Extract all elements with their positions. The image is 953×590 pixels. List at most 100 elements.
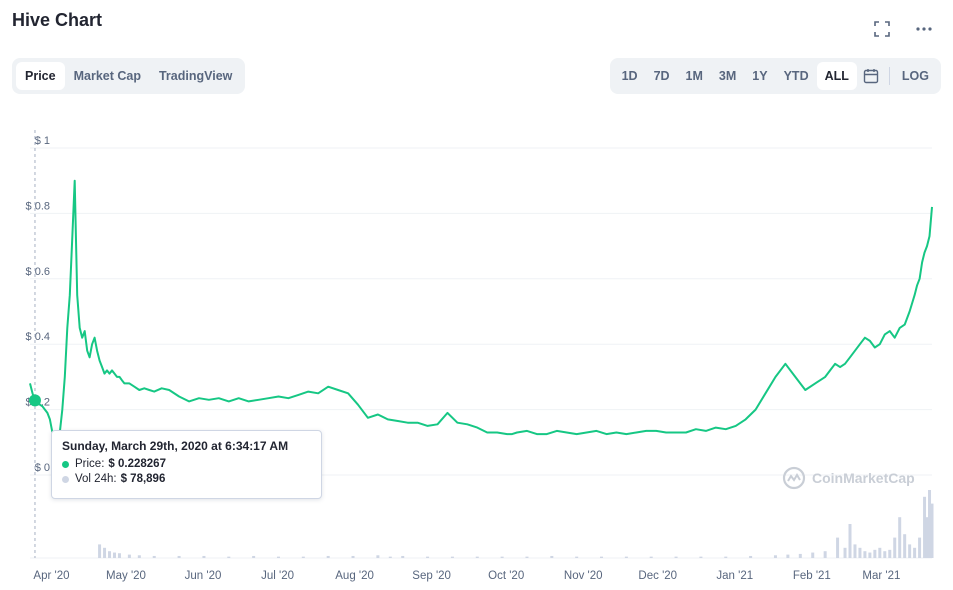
- volume-bar: [575, 556, 579, 558]
- calendar-icon[interactable]: [857, 64, 885, 88]
- volume-bar: [888, 549, 892, 558]
- y-tick-label: $ 0.6: [26, 266, 50, 278]
- volume-bar: [923, 496, 927, 558]
- volume-bar: [724, 556, 728, 558]
- volume-bar: [550, 555, 554, 558]
- volume-bar: [252, 555, 256, 558]
- watermark-text: CoinMarketCap: [812, 470, 915, 486]
- volume-bar: [624, 556, 628, 558]
- volume-bar: [137, 555, 141, 558]
- volume-bar: [893, 537, 897, 558]
- volume-bar: [426, 556, 430, 558]
- range-3m[interactable]: 3M: [718, 69, 737, 83]
- volume-bar: [798, 553, 802, 558]
- volume-bar: [301, 556, 305, 558]
- volume-bar: [858, 547, 862, 558]
- x-tick-label: Oct '20: [488, 570, 524, 582]
- volume-bar: [276, 556, 280, 558]
- x-tick-label: Feb '21: [793, 570, 831, 582]
- volume-bar: [928, 490, 932, 558]
- volume-bar: [525, 556, 529, 558]
- top-icon-bar: [871, 18, 935, 40]
- y-axis-labels: $ 0$ 0.2$ 0.4$ 0.6$ 0.8$ 1: [26, 135, 50, 474]
- volume-bar: [112, 552, 116, 558]
- range-7d[interactable]: 7D: [653, 69, 670, 83]
- y-tick-label: $ 0.8: [26, 200, 50, 212]
- volume-bar: [878, 547, 882, 558]
- volume-bar: [853, 544, 857, 558]
- range-1y[interactable]: 1Y: [752, 69, 768, 83]
- range-1d[interactable]: 1D: [621, 69, 638, 83]
- volume-bar: [202, 555, 206, 558]
- volume-bar: [177, 555, 181, 558]
- volume-bar: [600, 556, 604, 558]
- price-legend-dot: [62, 461, 69, 468]
- tab-price[interactable]: Price: [16, 62, 65, 90]
- tooltip-volume-label: Vol 24h:: [75, 473, 117, 485]
- volume-bar: [843, 547, 847, 558]
- volume-bar: [836, 537, 840, 558]
- tooltip-price-label: Price:: [75, 458, 105, 470]
- y-tick-label: $ 1: [35, 135, 50, 147]
- more-icon[interactable]: [913, 18, 935, 40]
- volume-bar: [749, 555, 753, 558]
- tab-tradingview[interactable]: TradingView: [158, 69, 233, 83]
- volume-bar: [674, 556, 678, 558]
- tooltip-volume-row: Vol 24h: $ 78,896: [62, 472, 311, 487]
- volume-bar: [848, 524, 852, 558]
- volume-bar: [117, 553, 121, 558]
- volume-bar: [918, 537, 922, 558]
- volume-bar: [699, 556, 703, 558]
- volume-bars: [98, 490, 934, 558]
- log-toggle[interactable]: LOG: [901, 69, 929, 83]
- volume-bar: [127, 554, 131, 558]
- volume-bar: [773, 555, 777, 558]
- volume-legend-dot: [62, 476, 69, 483]
- x-tick-label: Aug '20: [335, 570, 374, 582]
- x-tick-label: Jan '21: [716, 570, 753, 582]
- volume-bar: [925, 517, 929, 558]
- volume-bar: [823, 551, 827, 558]
- x-tick-label: Nov '20: [564, 570, 603, 582]
- volume-bar: [108, 551, 112, 558]
- fullscreen-icon[interactable]: [871, 18, 893, 40]
- volume-bar: [908, 544, 912, 558]
- x-tick-label: Apr '20: [33, 570, 69, 582]
- volume-bar: [903, 534, 907, 558]
- tooltip-date: Sunday, March 29th, 2020 at 6:34:17 AM: [62, 439, 289, 453]
- volume-bar: [873, 549, 877, 558]
- grid-lines: [30, 147, 932, 559]
- range-all[interactable]: ALL: [816, 62, 857, 90]
- tooltip-volume-value: $ 78,896: [120, 473, 166, 485]
- volume-bar: [898, 517, 902, 558]
- x-tick-label: Sep '20: [412, 570, 451, 582]
- tooltip-price-row: Price: $ 0.228267: [62, 457, 311, 472]
- y-tick-label: $ 0: [35, 462, 50, 474]
- volume-bar: [401, 555, 405, 558]
- volume-bar: [930, 503, 934, 558]
- range-ytd[interactable]: YTD: [783, 69, 809, 83]
- volume-bar: [786, 554, 790, 558]
- volume-bar: [913, 547, 917, 558]
- chart-title: Hive Chart: [12, 10, 103, 30]
- volume-bar: [326, 555, 330, 558]
- volume-bar: [475, 556, 479, 558]
- hover-point-marker: [28, 394, 41, 407]
- tooltip-price-value: $ 0.228267: [108, 458, 166, 470]
- chart-type-tabs: Price Market Cap TradingView: [12, 58, 246, 94]
- volume-bar: [649, 556, 653, 558]
- time-range-selector: 1D 7D 1M 3M 1Y YTD ALL LOG: [609, 58, 941, 94]
- x-tick-label: Jun '20: [185, 570, 222, 582]
- volume-bar: [883, 551, 887, 558]
- x-tick-label: Mar '21: [862, 570, 900, 582]
- tab-market-cap[interactable]: Market Cap: [73, 69, 141, 83]
- volume-bar: [103, 547, 107, 558]
- coinmarketcap-logo-icon: [782, 466, 806, 490]
- range-1m[interactable]: 1M: [685, 69, 703, 83]
- volume-bar: [351, 555, 355, 558]
- volume-bar: [868, 552, 872, 558]
- volume-bar: [152, 555, 156, 558]
- volume-bar: [388, 556, 392, 558]
- volume-bar: [98, 544, 102, 558]
